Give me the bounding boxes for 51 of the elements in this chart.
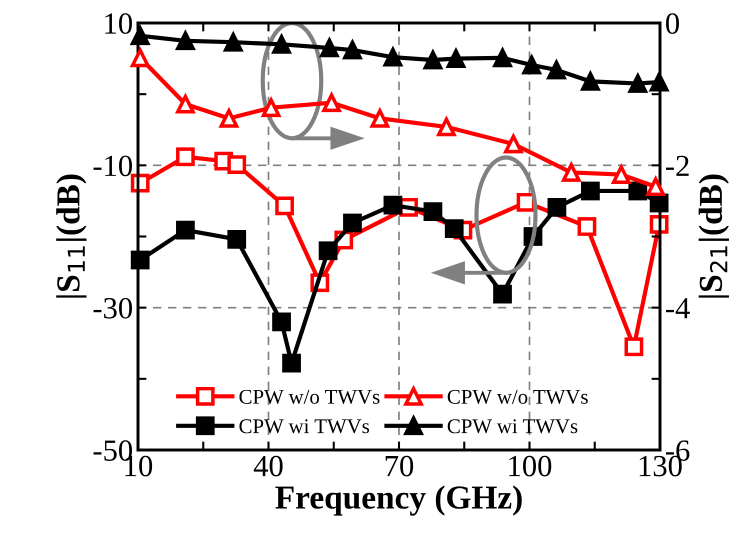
- point: [424, 50, 442, 70]
- x-axis-title: Frequency (GHz): [275, 485, 522, 516]
- point: [227, 230, 246, 249]
- point: [384, 48, 402, 67]
- point: [322, 93, 341, 112]
- point: [424, 202, 442, 221]
- legend-label: CPW w/o TWVs: [448, 390, 588, 404]
- legend-label: CPW w/o TWVs: [239, 390, 380, 404]
- y-tick-label: -10: [94, 156, 132, 176]
- point: [176, 147, 195, 166]
- point: [446, 49, 466, 68]
- point: [130, 26, 150, 46]
- point: [224, 32, 243, 52]
- point: [548, 198, 566, 217]
- x-tick-label: 40: [254, 456, 283, 476]
- point: [318, 241, 338, 260]
- point: [176, 220, 195, 240]
- point: [650, 72, 669, 92]
- y2-tick-label: 0: [666, 13, 679, 34]
- point: [384, 196, 402, 215]
- y-tick-label: 10: [105, 13, 132, 34]
- point: [581, 182, 600, 200]
- point: [227, 155, 246, 174]
- point: [581, 72, 600, 91]
- y-tick-label: -30: [94, 298, 132, 319]
- y-axis-title: |S$_{11}$|(dB): [56, 174, 87, 298]
- point: [370, 108, 390, 128]
- point: [272, 34, 291, 54]
- legend-label: CPW wi TWVs: [239, 419, 370, 434]
- x-tick-label: 70: [386, 456, 414, 476]
- x-tick-label: 100: [509, 456, 552, 476]
- point: [444, 219, 464, 238]
- legend-label: CPW wi TWVs: [448, 419, 578, 434]
- point: [646, 177, 666, 196]
- point: [282, 354, 301, 373]
- point: [272, 312, 291, 332]
- point: [343, 214, 362, 232]
- point: [578, 217, 596, 236]
- y2-tick-label: -4: [666, 298, 690, 318]
- point: [176, 31, 195, 50]
- point: [343, 40, 362, 60]
- point: [220, 108, 238, 128]
- y2-axis-title: |S$_{21}$|(dB): [698, 174, 729, 298]
- point: [493, 284, 512, 304]
- point: [262, 98, 280, 118]
- point: [176, 94, 195, 114]
- point: [275, 196, 294, 216]
- point: [628, 182, 648, 200]
- point: [624, 337, 644, 356]
- y2-tick-label: -2: [666, 156, 689, 176]
- point: [612, 165, 631, 184]
